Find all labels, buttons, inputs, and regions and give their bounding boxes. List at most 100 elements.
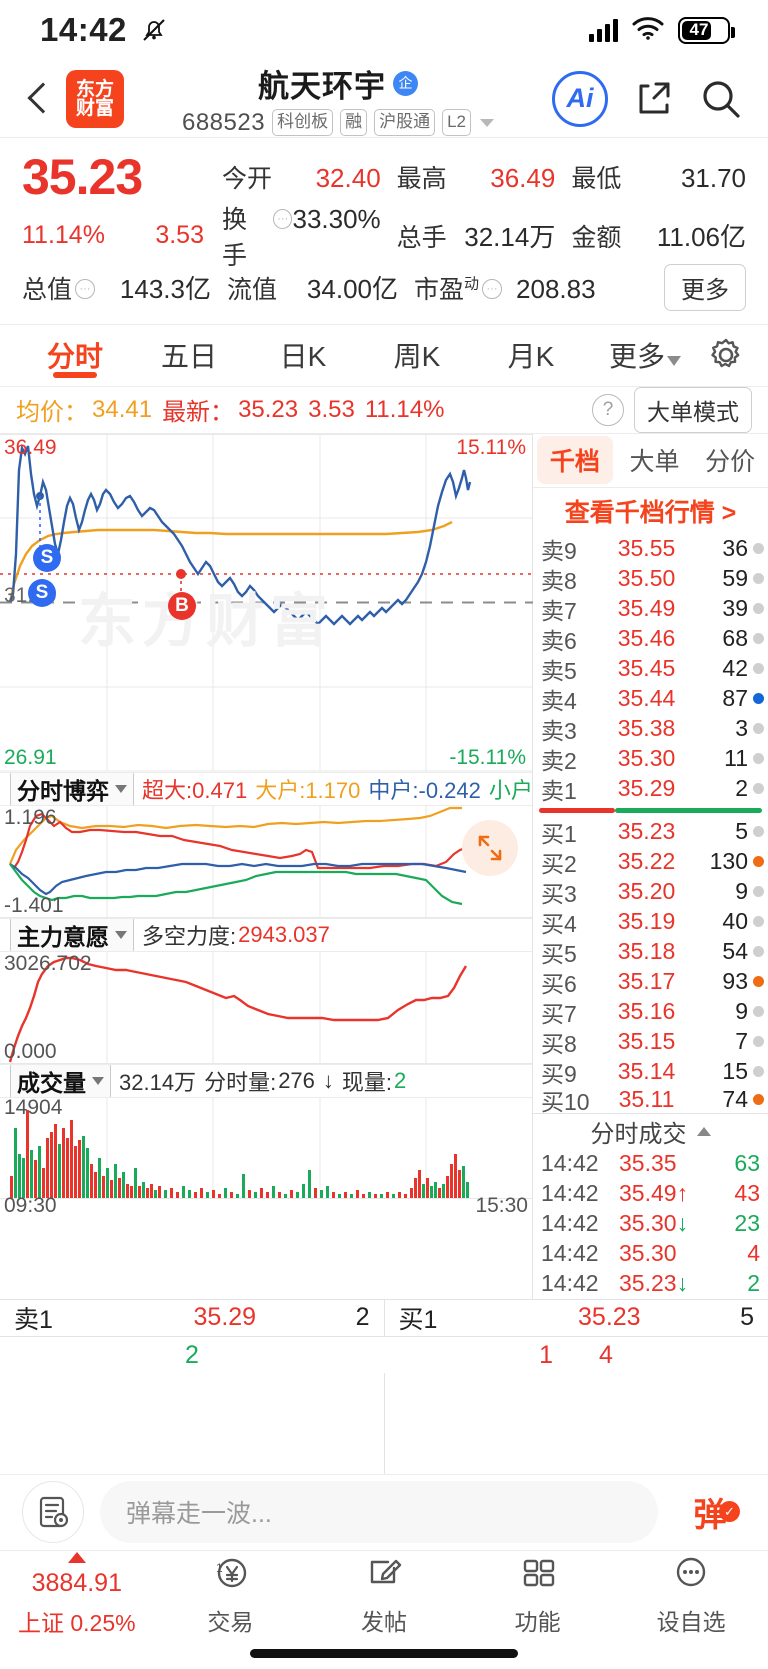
deals-header[interactable]: 分时成交 — [533, 1112, 768, 1149]
home-indicator-area — [0, 1638, 768, 1669]
nav-item-functions[interactable]: 功能 — [461, 1552, 615, 1637]
summary-left-value: 2 — [185, 1340, 199, 1369]
latest-label: 最新： — [162, 399, 235, 427]
title-row: 航天环宇 企 — [258, 61, 418, 106]
marker-buy-1[interactable]: B — [168, 591, 196, 620]
big-order-mode-button[interactable]: 大单模式 — [634, 386, 752, 433]
current-price: 35.23 — [22, 148, 143, 205]
ask-row[interactable]: 卖4 35.44 87 — [533, 684, 768, 714]
ask-price: 35.45 — [617, 655, 676, 682]
send-danmaku-button[interactable]: 弹 ✓ — [674, 1488, 746, 1536]
nav-index[interactable]: 3884.91 上证 0.25% — [0, 1551, 154, 1638]
volume-chart[interactable]: 14904 09:30 15:30 — [0, 1096, 533, 1217]
bid-summary[interactable]: 买1 35.23 5 — [383, 1299, 768, 1336]
back-chevron-icon[interactable] — [22, 77, 56, 121]
deal-row[interactable]: 14:42 35.35 63 — [533, 1149, 768, 1179]
more-button[interactable]: 更多 — [664, 264, 746, 312]
ask-row[interactable]: 卖7 35.49 39 — [533, 594, 768, 624]
share-icon[interactable] — [634, 78, 674, 120]
mktcap-label: 总值 — [22, 276, 73, 305]
ask-row[interactable]: 卖9 35.55 36 — [533, 534, 768, 564]
help-icon[interactable]: ? — [592, 393, 624, 426]
deal-row[interactable]: 14:42 35.30 4 — [533, 1239, 768, 1269]
tab-qiandang[interactable]: 千档 — [537, 436, 613, 485]
bid-row[interactable]: 买1 35.23 5 — [533, 817, 768, 847]
bid-row[interactable]: 买10 35.11 74 — [533, 1087, 768, 1113]
quote-marketcap[interactable]: 总值 ··· 143.3亿 — [22, 269, 227, 306]
bid-row[interactable]: 买7 35.16 9 — [533, 997, 768, 1027]
tab-fenjia[interactable]: 分价 — [705, 448, 756, 477]
marker-sell-1[interactable]: S — [33, 543, 61, 572]
tab-yuek[interactable]: 月K — [507, 341, 555, 373]
nav-item-post[interactable]: 发帖 — [307, 1552, 461, 1637]
bid-row[interactable]: 买6 35.17 93 — [533, 967, 768, 997]
quote-floatcap: 流值 34.00亿 — [227, 269, 414, 306]
volume-dot-icon — [753, 783, 764, 795]
ask-summary[interactable]: 卖1 35.29 2 — [0, 1300, 384, 1336]
quote-pe[interactable]: 市盈动 ··· 208.83 — [414, 270, 664, 306]
view-full-depth-link[interactable]: 查看千档行情 > — [564, 498, 737, 527]
volume-dot-icon — [753, 633, 764, 645]
stock-code: 688523 — [181, 108, 266, 136]
quote-turnover[interactable]: 换手 ··· 33.30% — [222, 200, 397, 272]
zhuli-selector[interactable]: 主力意愿 — [10, 918, 134, 951]
bid-row[interactable]: 买2 35.22 130 — [533, 847, 768, 877]
volume-label: 总手 — [396, 224, 447, 253]
ai-button[interactable]: Ai — [552, 70, 608, 127]
tab-dadan[interactable]: 大单 — [629, 448, 680, 477]
expand-chart-button[interactable] — [462, 819, 518, 876]
chart-low-price: 26.91 — [4, 745, 57, 769]
quote-amount: 金额 11.06亿 — [571, 217, 746, 254]
ask-row[interactable]: 卖5 35.45 42 — [533, 654, 768, 684]
nav-item-trade[interactable]: 1 交易 — [154, 1552, 308, 1637]
deal-price: 35.23↓ — [619, 1270, 689, 1297]
comment-input[interactable]: 弹幕走一波... — [100, 1481, 658, 1544]
deal-direction-icon: ↓ — [676, 1210, 689, 1237]
bid-row[interactable]: 买8 35.15 7 — [533, 1027, 768, 1057]
tab-more[interactable]: 更多 — [588, 325, 702, 386]
chevron-down-icon[interactable] — [480, 118, 494, 127]
tab-fenshi[interactable]: 分时 — [18, 325, 132, 386]
ask-row[interactable]: 卖3 35.38 3 — [533, 714, 768, 744]
ask-row[interactable]: 卖2 35.30 11 — [533, 744, 768, 774]
ask-row[interactable]: 卖8 35.50 59 — [533, 564, 768, 594]
bid-label: 买4 — [541, 910, 577, 937]
home-indicator[interactable] — [250, 1649, 518, 1659]
status-bar-left: 14:42 — [40, 11, 167, 49]
boyi-selector[interactable]: 分时博弈 — [10, 772, 134, 805]
tab-zhouk[interactable]: 周K — [393, 341, 441, 373]
document-settings-icon[interactable] — [22, 1481, 84, 1544]
yuan-icon: 1 — [210, 1552, 250, 1597]
nav-item-watchlist[interactable]: 设自选 — [614, 1552, 768, 1637]
deal-row[interactable]: 14:42 35.30↓ 23 — [533, 1209, 768, 1239]
ask-price: 35.55 — [617, 535, 676, 562]
search-icon[interactable] — [700, 78, 742, 120]
bid-row[interactable]: 买4 35.19 40 — [533, 907, 768, 937]
ask-row[interactable]: 卖1 35.29 2 — [533, 774, 768, 804]
subtitle-row[interactable]: 688523 科创板 融 沪股通 L2 — [182, 109, 494, 137]
zhuli-chart[interactable]: 3026.702 0.000 — [0, 951, 533, 1064]
tab-wuri[interactable]: 五日 — [160, 341, 217, 373]
bid-qty: 15 — [722, 1058, 748, 1085]
bid-row[interactable]: 买9 35.14 15 — [533, 1057, 768, 1087]
bid-label: 买8 — [541, 1030, 577, 1057]
ask-row[interactable]: 卖6 35.46 68 — [533, 624, 768, 654]
change-absolute: 3.53 — [155, 221, 204, 250]
deal-row[interactable]: 14:42 35.49↑ 43 — [533, 1179, 768, 1209]
bid-row[interactable]: 买5 35.18 54 — [533, 937, 768, 967]
boyi-chart[interactable]: 1.196 -1.401 — [0, 805, 533, 918]
volume-total: 32.14万 — [119, 1069, 197, 1095]
price-chart[interactable]: 东方财富 — [0, 433, 533, 772]
bid-row[interactable]: 买3 35.20 9 — [533, 877, 768, 907]
info-icon[interactable]: ··· — [482, 278, 503, 299]
info-icon[interactable]: ··· — [75, 279, 96, 300]
gear-icon[interactable] — [702, 335, 750, 375]
avg-price-label: 均价： — [16, 399, 88, 427]
app-logo[interactable]: 东方 财富 — [66, 69, 124, 128]
info-icon[interactable]: ··· — [273, 208, 293, 229]
marker-sell-2[interactable]: S — [28, 578, 56, 607]
volume-selector[interactable]: 成交量 — [10, 1064, 111, 1097]
deal-row[interactable]: 14:42 35.23↓ 2 — [533, 1269, 768, 1299]
deal-time: 14:42 — [541, 1270, 599, 1297]
tab-rik[interactable]: 日K — [279, 341, 327, 373]
